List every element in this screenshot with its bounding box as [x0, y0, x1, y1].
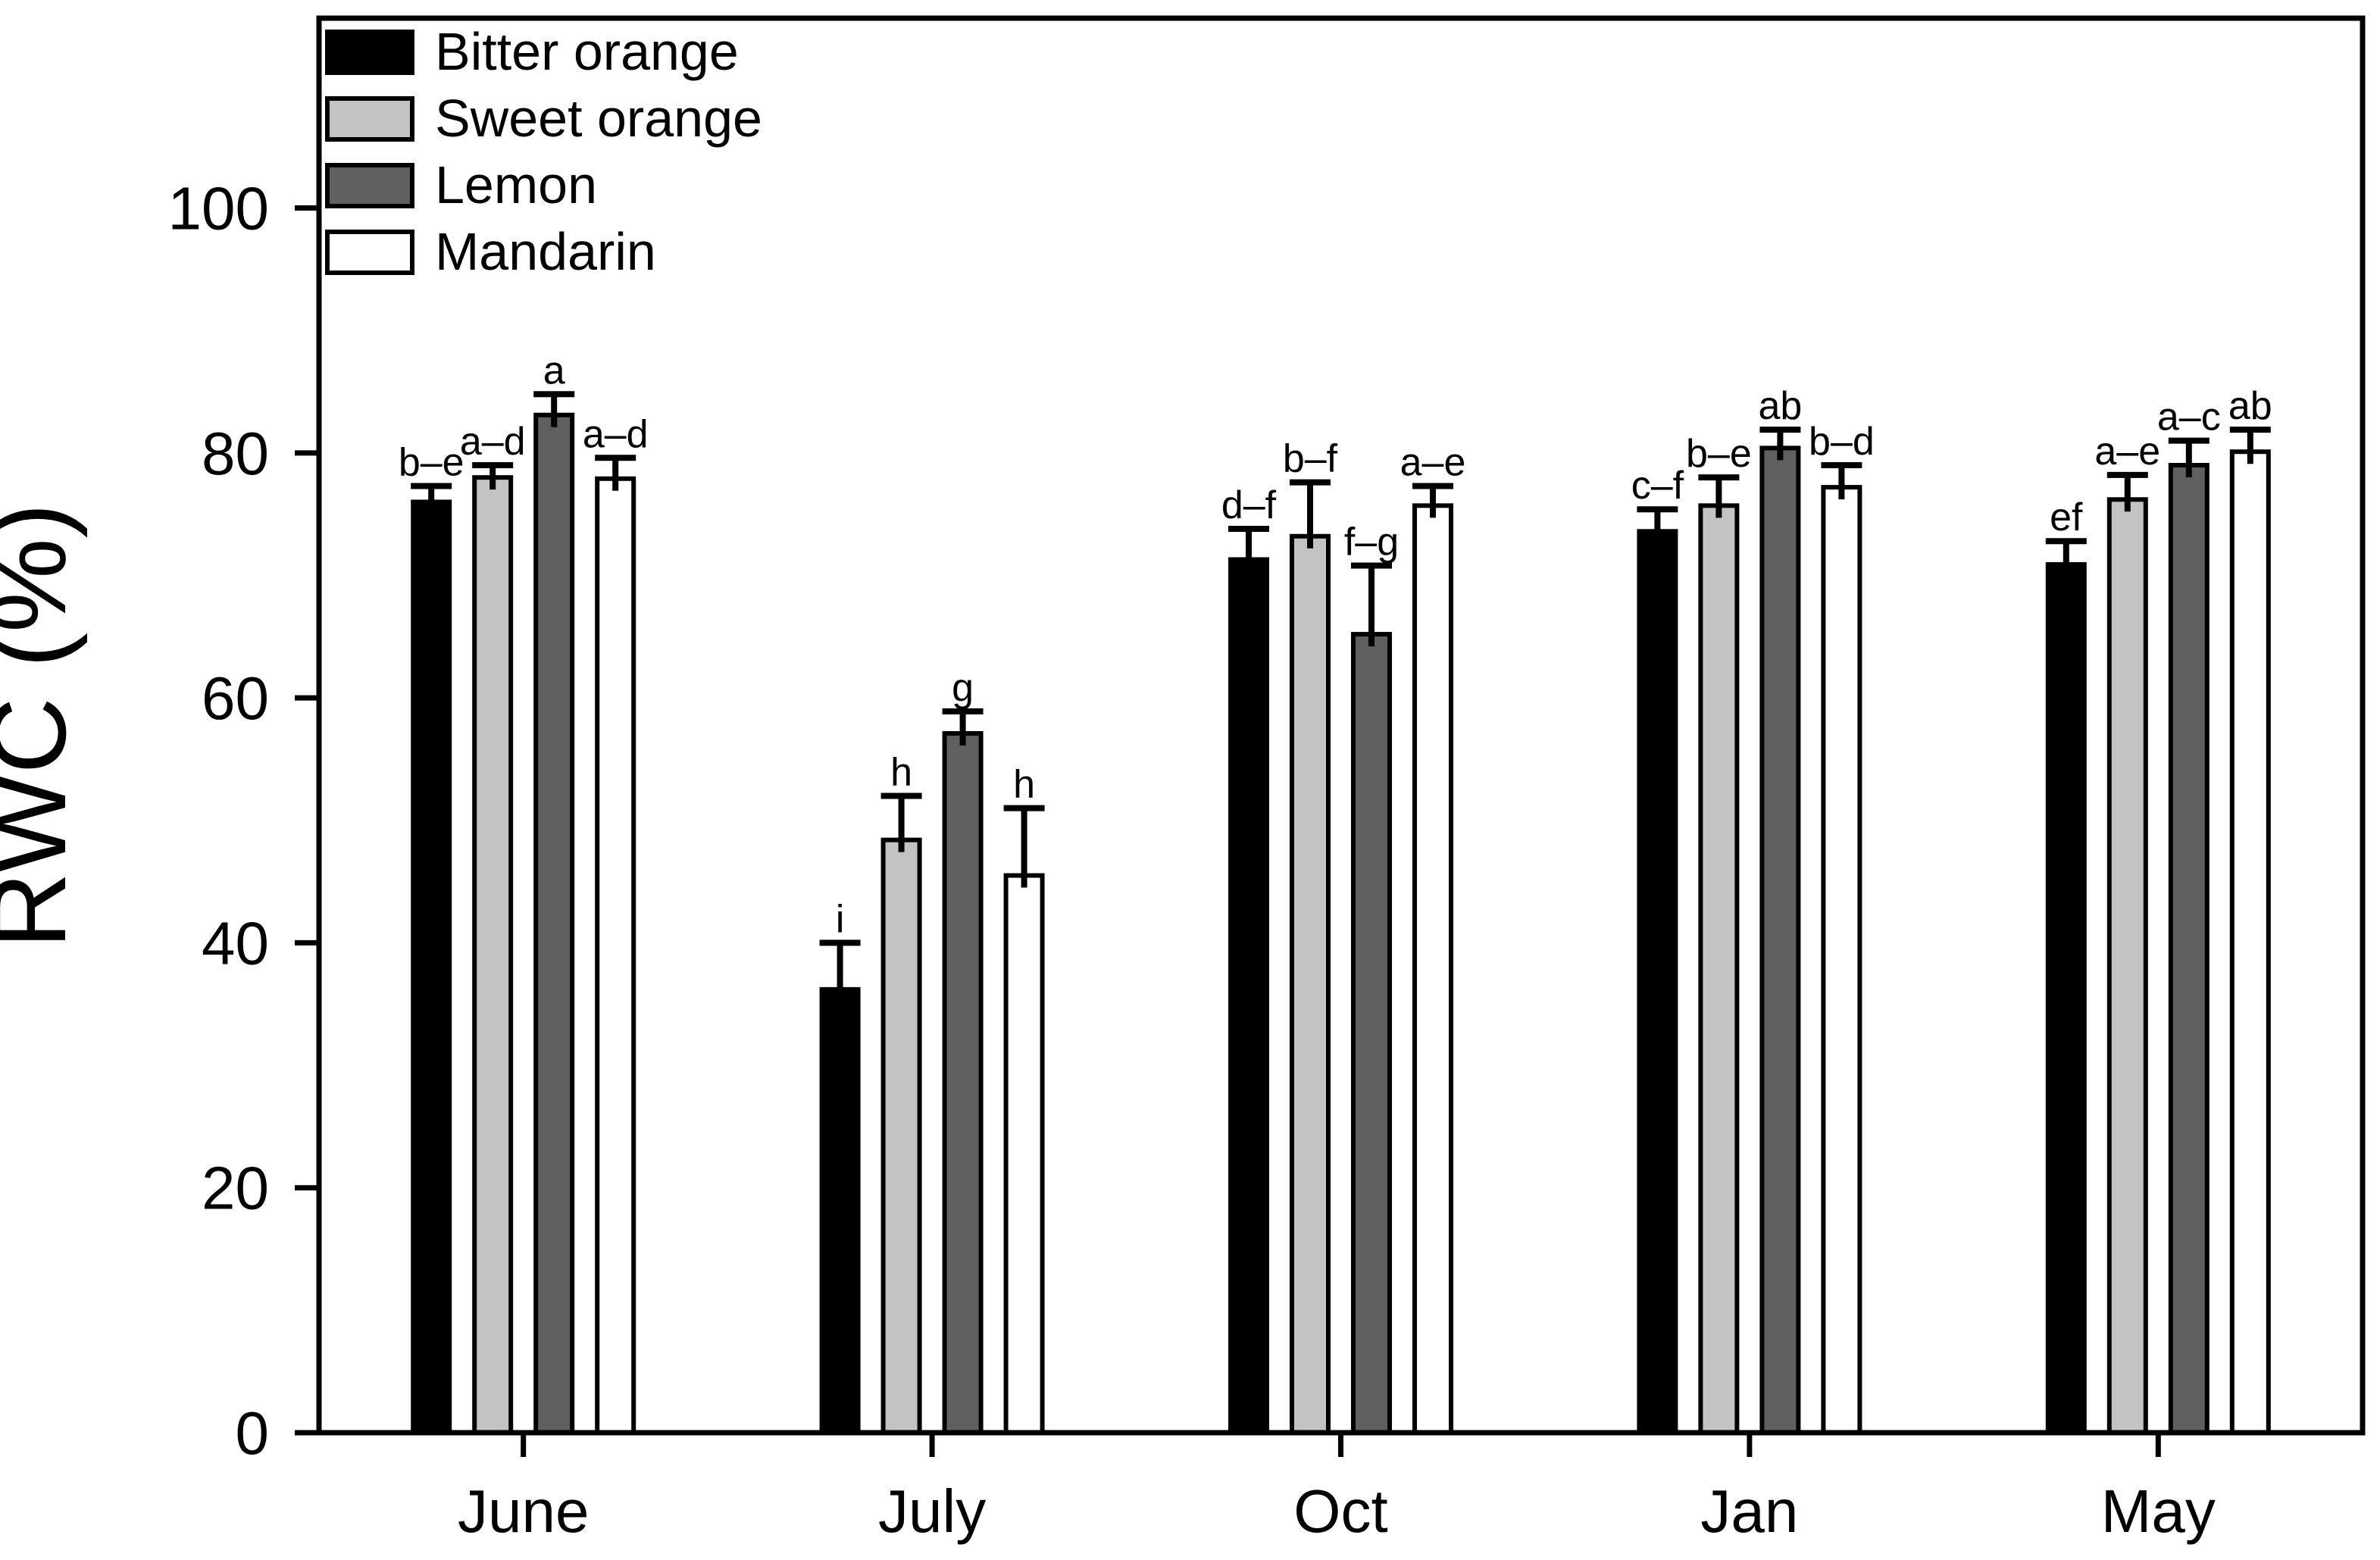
x-tick-label: July — [878, 1477, 986, 1545]
bar-lemon — [533, 412, 575, 1435]
significance-letter: h — [1013, 763, 1035, 807]
legend-label: Lemon — [435, 155, 597, 214]
bar-mandarin — [595, 476, 636, 1435]
significance-letter: a–e — [1400, 440, 1466, 484]
x-tick-label: Oct — [1293, 1477, 1387, 1545]
bar-sweet-orange — [472, 475, 514, 1435]
y-tick-label: 100 — [168, 175, 269, 242]
x-tick-label: May — [2101, 1477, 2216, 1545]
y-tick-label: 80 — [202, 420, 269, 487]
significance-letter: a — [543, 349, 565, 392]
error-bars-layer — [411, 391, 2271, 1002]
bar-bitter-orange — [411, 499, 452, 1436]
x-tick-label: June — [458, 1477, 589, 1545]
bar-lemon — [1759, 445, 1801, 1435]
bar-mandarin — [2229, 449, 2271, 1435]
x-tick-label: Jan — [1700, 1477, 1798, 1545]
significance-letter: a–e — [2094, 430, 2160, 474]
legend-swatch-mandarin — [325, 230, 414, 275]
legend-label: Sweet orange — [435, 89, 762, 148]
bar-lemon — [2168, 463, 2210, 1436]
significance-letter: c–f — [1631, 464, 1684, 508]
y-tick-label: 20 — [202, 1155, 269, 1222]
bar-mandarin — [1821, 485, 1862, 1435]
bar-bitter-orange — [2045, 561, 2087, 1435]
significance-letter: a–d — [583, 412, 649, 456]
significance-letter: b–d — [1809, 420, 1875, 464]
legend-swatch-bitter-orange — [325, 30, 414, 75]
significance-letter: h — [890, 750, 912, 794]
significance-letter: b–e — [399, 440, 464, 484]
y-tick-label: 0 — [236, 1399, 270, 1467]
significance-letter: ab — [1758, 384, 1802, 428]
bar-mandarin — [1003, 873, 1045, 1435]
significance-letter: f–g — [1344, 521, 1399, 564]
significance-letter: ef — [2050, 496, 2083, 539]
significance-letter: ab — [2228, 384, 2272, 428]
significance-letter: i — [836, 897, 845, 941]
axes-layer: June July Oct Jan May 0 20 40 60 80 100 — [168, 15, 2366, 1545]
significance-letter: d–f — [1221, 483, 1277, 527]
bar-lemon — [942, 731, 984, 1435]
bars-layer — [411, 412, 2271, 1436]
legend-label: Bitter orange — [435, 22, 739, 81]
y-tick-label: 60 — [202, 664, 269, 732]
y-tick-label: 40 — [202, 909, 269, 977]
bar-sweet-orange — [1290, 533, 1331, 1435]
bar-sweet-orange — [1698, 503, 1740, 1435]
bar-sweet-orange — [2106, 497, 2148, 1436]
legend: Bitter orange Sweet orange Lemon Mandarin — [325, 22, 762, 281]
significance-letter: a–d — [460, 420, 526, 464]
bar-bitter-orange — [1637, 529, 1678, 1436]
y-axis-label: RWC (%) — [0, 503, 88, 949]
bar-lemon — [1351, 632, 1392, 1435]
significance-letter: g — [952, 666, 974, 710]
legend-swatch-sweet-orange — [325, 96, 414, 142]
bar-bitter-orange — [1228, 557, 1269, 1436]
bar-bitter-orange — [819, 986, 861, 1435]
bar-mandarin — [1412, 503, 1453, 1435]
significance-letter: b–e — [1686, 432, 1752, 476]
significance-letter: a–c — [2157, 395, 2221, 439]
legend-swatch-lemon — [325, 163, 414, 208]
significance-letter: b–f — [1283, 437, 1338, 481]
significance-letters-layer: b–ea–daa–dihghd–fb–ff–ga–ec–fb–eabb–defa… — [399, 349, 2272, 941]
bar-sweet-orange — [880, 837, 922, 1435]
plot-frame — [316, 15, 2366, 1436]
legend-label: Mandarin — [435, 222, 656, 281]
